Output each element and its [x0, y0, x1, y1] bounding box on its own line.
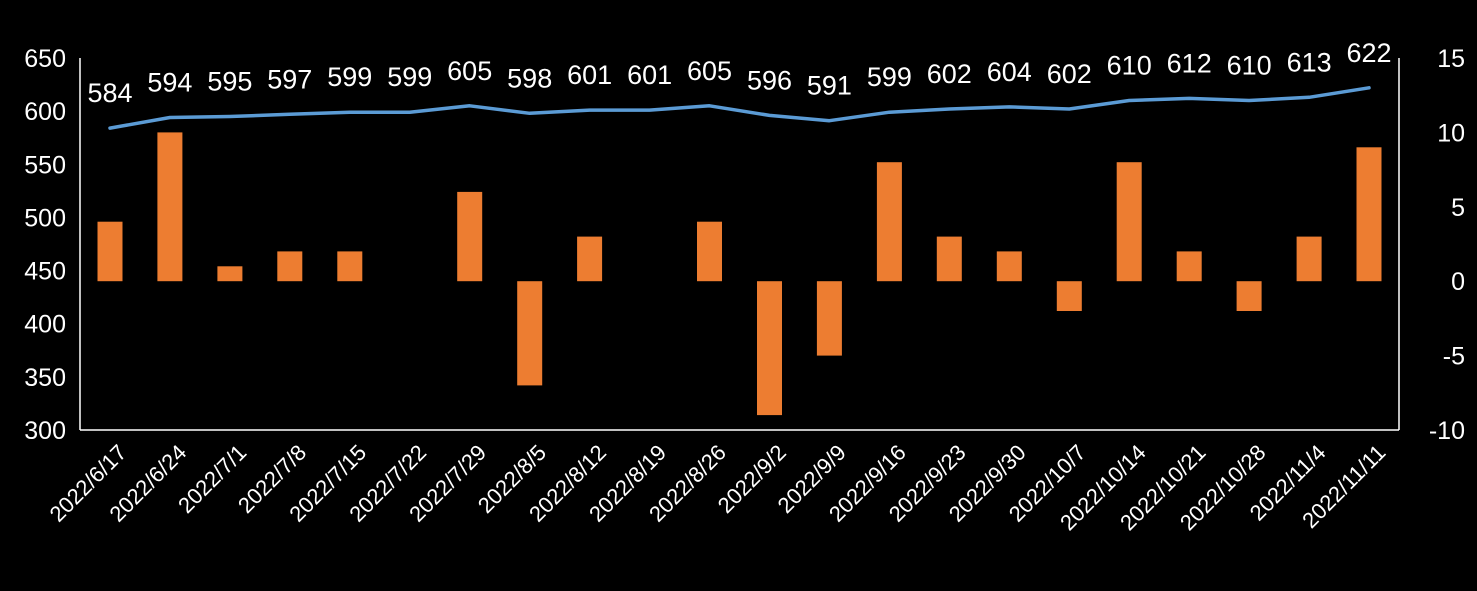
right-tick-label: -10: [1429, 417, 1465, 445]
bar-2022/7/1: [217, 266, 243, 282]
line-data-label: 612: [1167, 48, 1212, 78]
line-data-label: 605: [687, 56, 732, 86]
line-data-label: 596: [747, 65, 792, 95]
right-tick-label: 5: [1451, 194, 1465, 222]
left-tick-label: 500: [24, 204, 66, 232]
left-tick-label: 550: [24, 151, 66, 179]
left-tick-label: 300: [24, 417, 66, 445]
line-data-label: 601: [567, 60, 612, 90]
labels-layer: 584 594 595 597 599 599 605 598 601 601 605 596 591 5…: [87, 38, 1391, 108]
bar-2022/7/8: [277, 251, 303, 282]
line-data-label: 599: [867, 62, 912, 92]
line-data-label: 610: [1227, 51, 1272, 81]
line-data-label: 597: [267, 64, 312, 94]
right-tick-label: 10: [1437, 119, 1465, 147]
bar-2022/8/5: [517, 281, 543, 386]
bar-2022/8/26: [697, 221, 722, 282]
line-data-label: 584: [87, 78, 132, 108]
bar-2022/10/28: [1236, 281, 1262, 311]
bar-2022/11/11: [1356, 147, 1382, 282]
line-data-label: 602: [927, 59, 972, 89]
line-data-label: 613: [1287, 47, 1332, 77]
right-tick-label: 15: [1437, 45, 1465, 73]
line-data-label: 602: [1047, 59, 1092, 89]
bars-layer: [97, 132, 1382, 416]
bar-2022/9/2: [757, 281, 782, 416]
line-data-label: 604: [987, 57, 1032, 87]
line-data-label: 591: [807, 71, 852, 101]
bar-2022/7/15: [337, 251, 363, 282]
bar-2022/9/30: [996, 251, 1022, 282]
line-data-label: 622: [1346, 38, 1391, 68]
bar-2022/9/16: [876, 162, 902, 282]
line-layer: [108, 86, 1371, 130]
right-tick-label: -5: [1443, 343, 1465, 371]
bar-2022/11/4: [1296, 236, 1322, 282]
bar-2022/10/14: [1116, 162, 1142, 282]
line-data-label: 599: [387, 62, 432, 92]
bar-2022/10/7: [1056, 281, 1082, 311]
line-data-label: 595: [207, 67, 252, 97]
left-tick-label: 600: [24, 98, 66, 126]
bar-2022/7/29: [457, 191, 483, 282]
bar-2022/9/23: [936, 236, 962, 282]
bar-2022/10/21: [1176, 251, 1202, 282]
level-line: [108, 86, 1371, 130]
left-tick-label: 450: [24, 258, 66, 286]
left-tick-label: 400: [24, 311, 66, 339]
line-data-label: 605: [447, 56, 492, 86]
bar-2022/6/24: [157, 132, 183, 282]
bar-2022/6/17: [97, 221, 123, 282]
line-data-label: 598: [507, 63, 552, 93]
left-tick-label: 650: [24, 45, 66, 73]
bar-2022/9/9: [816, 281, 842, 356]
line-data-label: 594: [147, 68, 192, 98]
line-data-label: 601: [627, 60, 672, 90]
bar-2022/8/12: [577, 236, 603, 282]
right-tick-label: 0: [1451, 268, 1465, 296]
line-data-label: 599: [327, 62, 372, 92]
left-tick-label: 350: [24, 364, 66, 392]
line-data-label: 610: [1107, 51, 1152, 81]
